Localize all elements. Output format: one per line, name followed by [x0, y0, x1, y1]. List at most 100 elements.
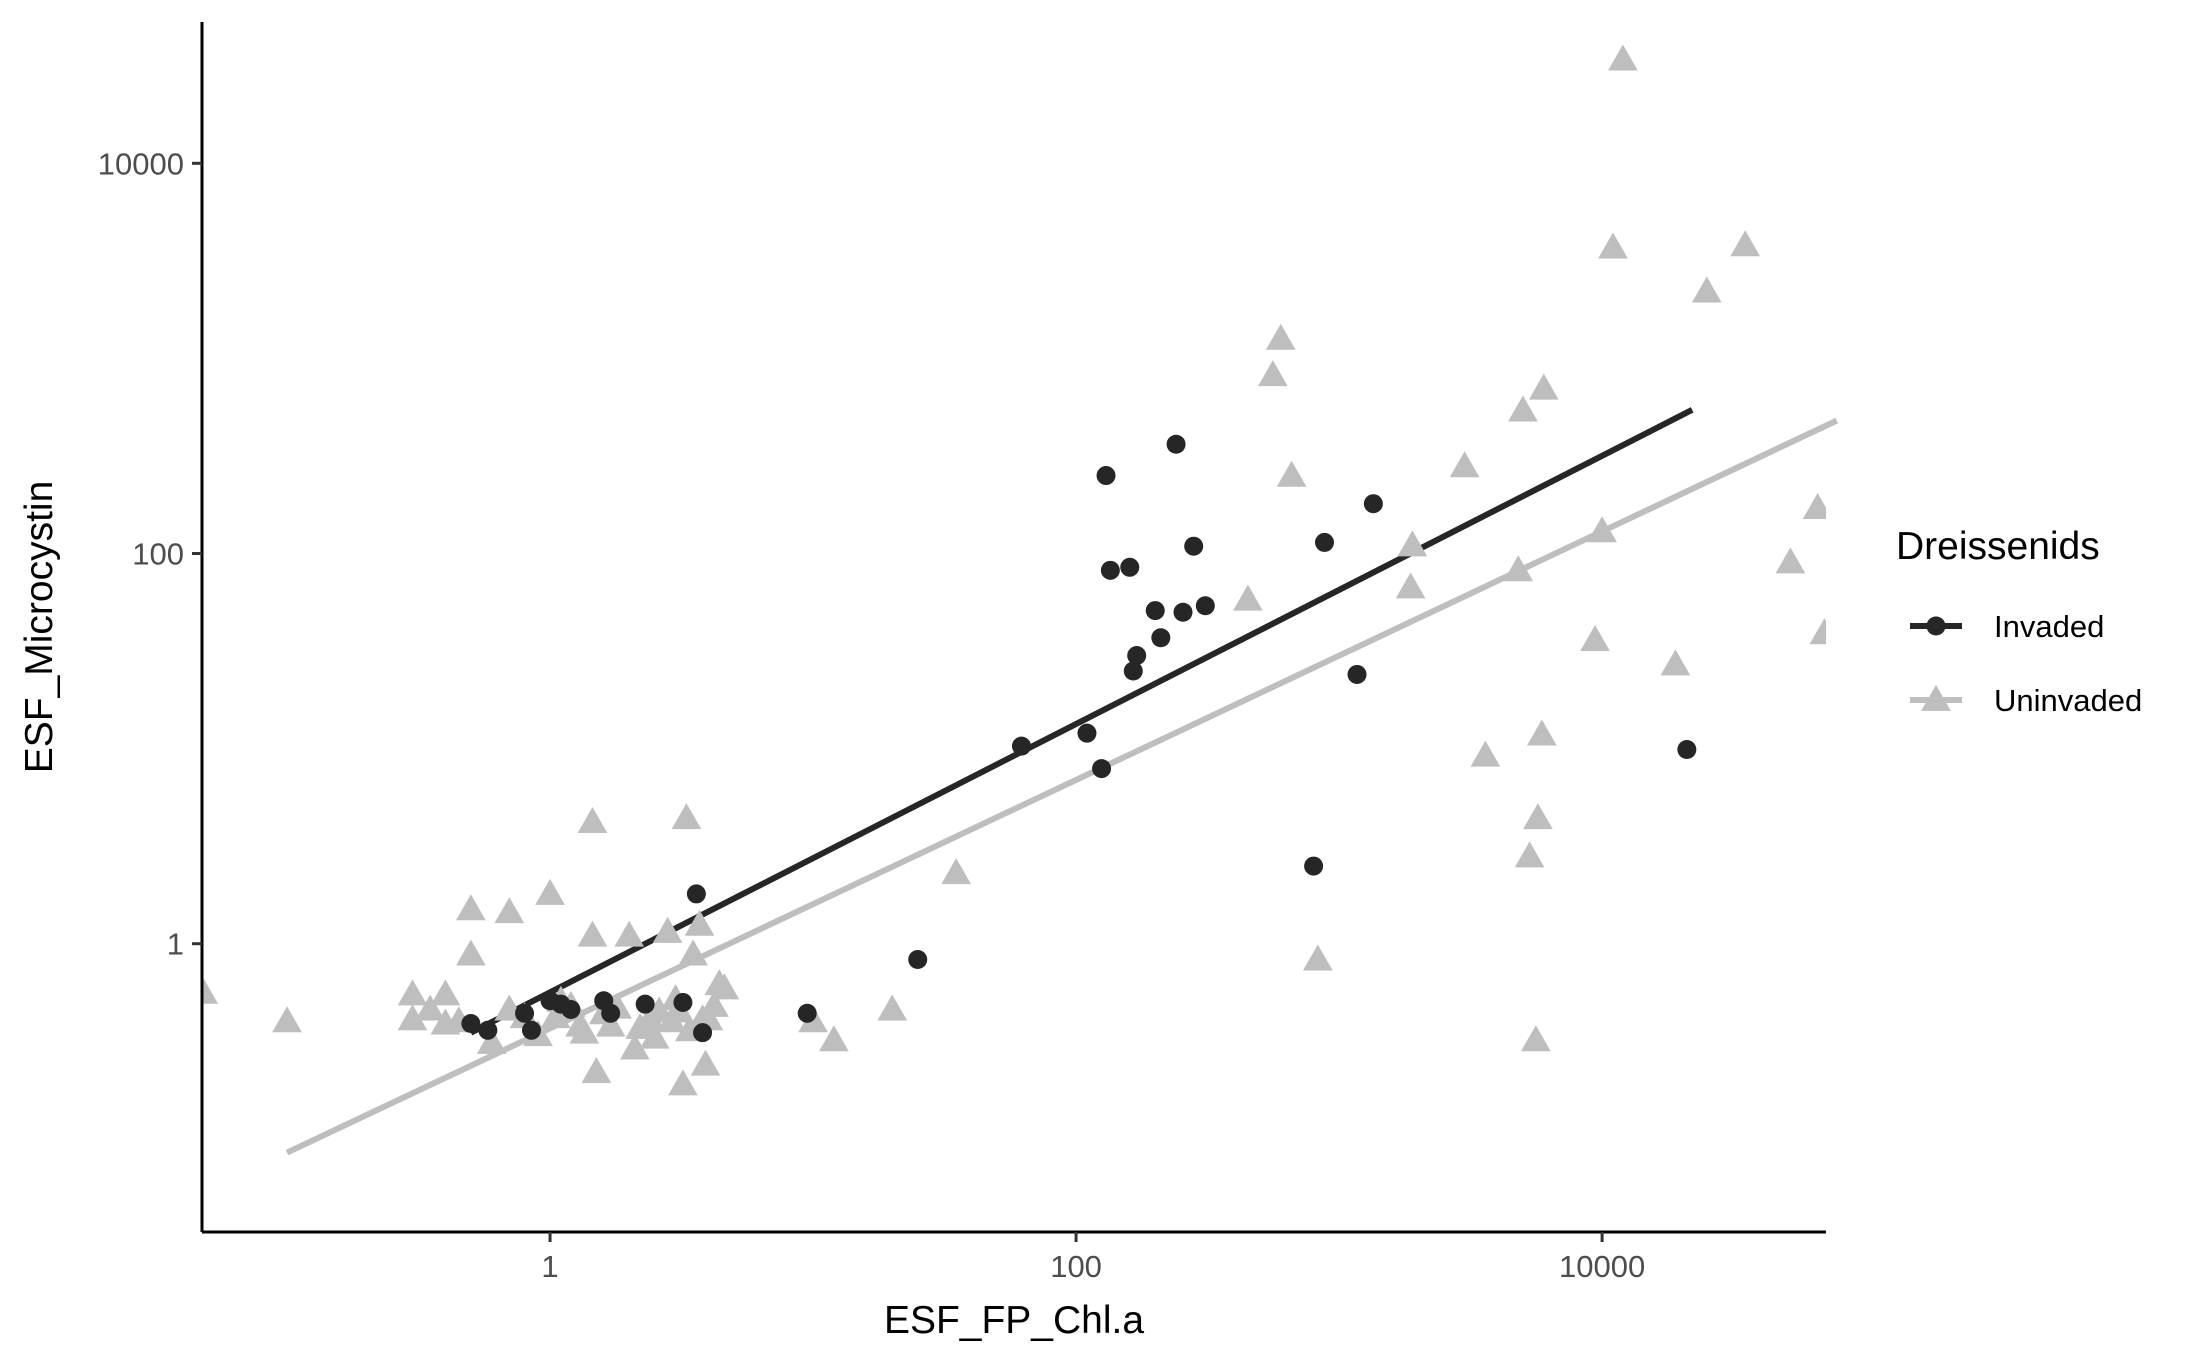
invaded-point-30 — [1314, 532, 1334, 552]
uninvaded-point-72 — [1660, 649, 1691, 676]
uninvaded-point-66 — [1526, 719, 1557, 746]
invaded-point-21 — [1123, 661, 1143, 681]
invaded-point-14 — [908, 950, 928, 970]
uninvaded-point-9 — [456, 939, 486, 966]
uninvaded-point-22 — [577, 920, 608, 947]
uninvaded-point-2 — [397, 979, 428, 1006]
legend-label-uninvaded: Uninvaded — [1994, 683, 2142, 718]
invaded-point-1 — [478, 1020, 498, 1040]
invaded-point-29 — [1304, 856, 1324, 876]
invaded-point-33 — [1677, 739, 1697, 759]
uninvaded-point-23 — [581, 1056, 612, 1083]
invaded-fit-line — [469, 407, 1694, 1036]
uninvaded-point-38 — [671, 803, 702, 830]
uninvaded-point-71 — [1608, 44, 1638, 71]
uninvaded-point-0 — [202, 977, 219, 1004]
uninvaded-point-60 — [1470, 740, 1501, 767]
uninvaded-point-31 — [639, 1022, 670, 1049]
uninvaded-point-49 — [819, 1025, 849, 1052]
uninvaded-point-68 — [1580, 625, 1610, 652]
y-tick-label-0: 1 — [167, 927, 184, 962]
invaded-point-24 — [1151, 628, 1171, 648]
uninvaded-point-55 — [1276, 460, 1307, 487]
invaded-point-32 — [1363, 494, 1383, 514]
uninvaded-point-69 — [1587, 516, 1617, 543]
invaded-point-3 — [521, 1020, 541, 1040]
uninvaded-point-77 — [1809, 618, 1826, 645]
invaded-point-18 — [1096, 466, 1116, 486]
x-ticks: 1 100 10000 — [541, 1232, 1645, 1284]
uninvaded-point-56 — [1302, 944, 1333, 971]
invaded-point-11 — [693, 1023, 713, 1043]
invaded-point-6 — [561, 1000, 581, 1020]
points-layer — [202, 44, 1826, 1096]
invaded-point-22 — [1127, 646, 1147, 666]
invaded-point-15 — [1011, 736, 1031, 756]
uninvaded-point-73 — [1691, 276, 1722, 303]
legend: Dreissenids Invaded Uninvaded — [1896, 525, 2142, 718]
x-axis-title: ESF_FP_Chl.a — [884, 1299, 1144, 1342]
uninvaded-point-57 — [1397, 530, 1428, 557]
uninvaded-point-5 — [430, 979, 461, 1006]
uninvaded-point-15 — [535, 878, 565, 905]
y-tick-label-1: 100 — [132, 537, 184, 572]
uninvaded-point-16 — [540, 1002, 571, 1029]
uninvaded-point-67 — [1528, 373, 1559, 400]
uninvaded-point-76 — [1802, 492, 1826, 519]
invaded-point-10 — [673, 992, 693, 1012]
invaded-point-25 — [1173, 602, 1193, 622]
uninvaded-point-43 — [690, 1049, 721, 1076]
uninvaded-point-62 — [1508, 395, 1538, 422]
uninvaded-point-8 — [456, 894, 486, 921]
uninvaded-point-4 — [415, 994, 445, 1021]
invaded-point-26 — [1166, 434, 1186, 454]
uninvaded-point-65 — [1523, 803, 1553, 830]
uninvaded-point-12 — [494, 897, 525, 924]
uninvaded-point-74 — [1730, 230, 1761, 257]
y-axis-title: ESF_Microcystin — [18, 481, 61, 774]
uninvaded-point-54 — [1265, 323, 1296, 350]
y-ticks: 1 100 10000 — [98, 146, 202, 962]
uninvaded-point-50 — [877, 994, 908, 1021]
x-tick-label-0: 1 — [541, 1249, 558, 1284]
uninvaded-point-52 — [1233, 584, 1263, 611]
invaded-point-0 — [461, 1014, 481, 1034]
uninvaded-point-20 — [569, 1017, 600, 1044]
legend-title: Dreissenids — [1896, 525, 2100, 568]
uninvaded-point-37 — [668, 1069, 698, 1096]
uninvaded-point-1 — [272, 1006, 302, 1033]
uninvaded-point-10 — [476, 1027, 507, 1054]
uninvaded-point-28 — [619, 1033, 650, 1060]
invaded-point-19 — [1100, 560, 1120, 580]
uninvaded-point-41 — [684, 909, 715, 936]
invaded-point-17 — [1092, 759, 1112, 779]
invaded-point-13 — [797, 1003, 817, 1023]
uninvaded-point-27 — [614, 920, 645, 947]
uninvaded-point-64 — [1521, 1025, 1551, 1052]
invaded-point-12 — [686, 884, 706, 904]
uninvaded-point-25 — [595, 1010, 626, 1037]
invaded-point-16 — [1077, 723, 1097, 743]
uninvaded-point-75 — [1775, 547, 1806, 574]
uninvaded-point-3 — [397, 1004, 428, 1031]
uninvaded-point-40 — [678, 939, 708, 966]
uninvaded-fit-line — [285, 417, 1839, 1156]
legend-key-marker-uninvaded — [1921, 684, 1951, 711]
uninvaded-point-58 — [1395, 572, 1426, 599]
invaded-point-2 — [515, 1003, 535, 1023]
legend-key-marker-invaded — [1926, 616, 1946, 636]
y-tick-label-2: 10000 — [98, 146, 184, 181]
uninvaded-point-47 — [709, 973, 740, 1000]
invaded-point-28 — [1195, 596, 1215, 616]
invaded-point-9 — [635, 994, 655, 1014]
uninvaded-point-53 — [1258, 360, 1288, 387]
uninvaded-point-63 — [1514, 841, 1545, 868]
x-tick-label-1: 100 — [1050, 1249, 1102, 1284]
invaded-point-31 — [1347, 664, 1367, 684]
uninvaded-point-70 — [1598, 232, 1628, 259]
uninvaded-point-51 — [941, 858, 972, 885]
uninvaded-point-45 — [699, 990, 729, 1017]
x-tick-label-2: 10000 — [1559, 1249, 1645, 1284]
invaded-point-23 — [1145, 601, 1165, 621]
